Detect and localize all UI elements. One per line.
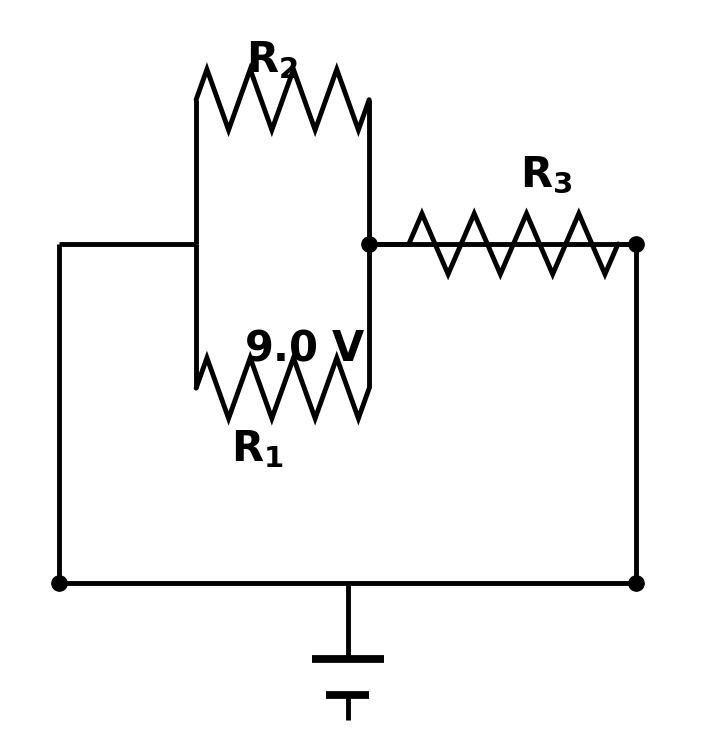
Text: $\mathbf{R_1}$: $\mathbf{R_1}$ xyxy=(231,429,284,471)
Text: $\mathbf{R_3}$: $\mathbf{R_3}$ xyxy=(520,155,572,196)
Text: $\mathbf{9.0\ V}$: $\mathbf{9.0\ V}$ xyxy=(244,328,365,369)
Text: $\mathbf{R_2}$: $\mathbf{R_2}$ xyxy=(246,39,298,81)
